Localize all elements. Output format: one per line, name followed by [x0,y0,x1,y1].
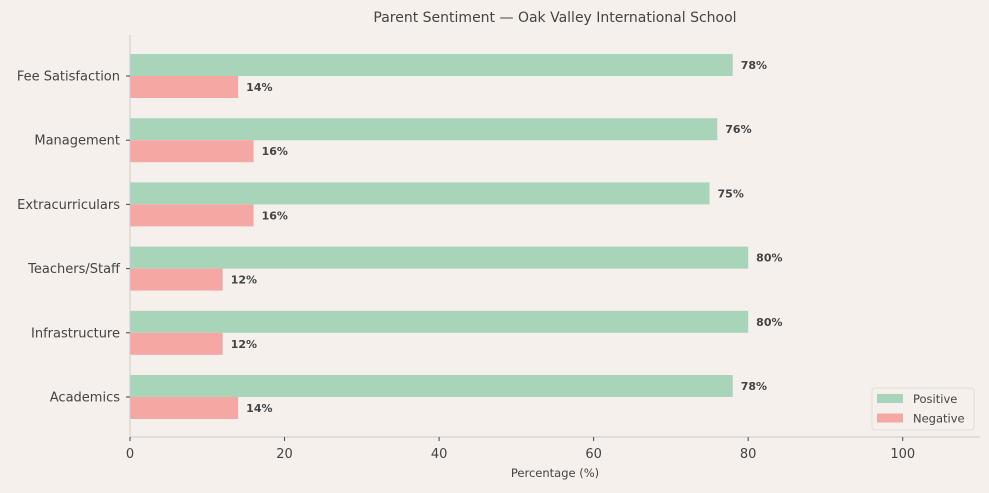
bar-positive [130,246,749,269]
bar-positive [130,375,733,397]
legend-swatch [877,413,903,423]
data-label: 14% [246,402,272,415]
bar-positive [130,310,749,333]
bar-negative [130,332,223,355]
bar-negative [130,268,223,291]
data-label: 80% [756,316,782,329]
y-tick-label: Teachers/Staff [27,262,121,277]
x-tick-label: 20 [276,447,293,462]
data-label: 76% [725,123,751,136]
data-label: 12% [231,274,257,287]
data-label: 78% [741,380,767,393]
y-tick-label: Infrastructure [31,326,120,341]
x-tick-label: 40 [431,447,448,462]
x-axis-label: Percentage (%) [511,466,599,480]
bar-negative [130,140,254,163]
legend-label: Positive [913,392,957,406]
y-tick-label: Extracurriculars [17,198,120,213]
data-label: 16% [262,145,288,158]
x-tick-label: 60 [585,447,602,462]
bar-negative [130,204,254,227]
data-label: 12% [231,338,257,351]
data-label: 80% [756,252,782,265]
data-label: 75% [718,187,744,200]
legend: Positive Negative [871,387,975,431]
data-label: 16% [262,209,288,222]
x-tick-label: 0 [126,447,134,462]
legend-label: Negative [913,412,965,426]
y-tick-label: Management [34,134,120,149]
data-label: 14% [246,81,272,94]
y-tick-label: Academics [50,391,120,406]
x-tick-label: 100 [890,447,915,462]
bar-negative [130,397,239,419]
bar-positive [130,182,710,205]
bar-positive [130,54,733,76]
chart-title: Parent Sentiment — Oak Valley Internatio… [373,10,736,26]
bar-positive [130,118,718,141]
bar-negative [130,76,239,98]
x-tick-label: 80 [740,447,757,462]
data-label: 78% [741,59,767,72]
legend-swatch [877,394,903,403]
y-tick-label: Fee Satisfaction [17,70,120,85]
